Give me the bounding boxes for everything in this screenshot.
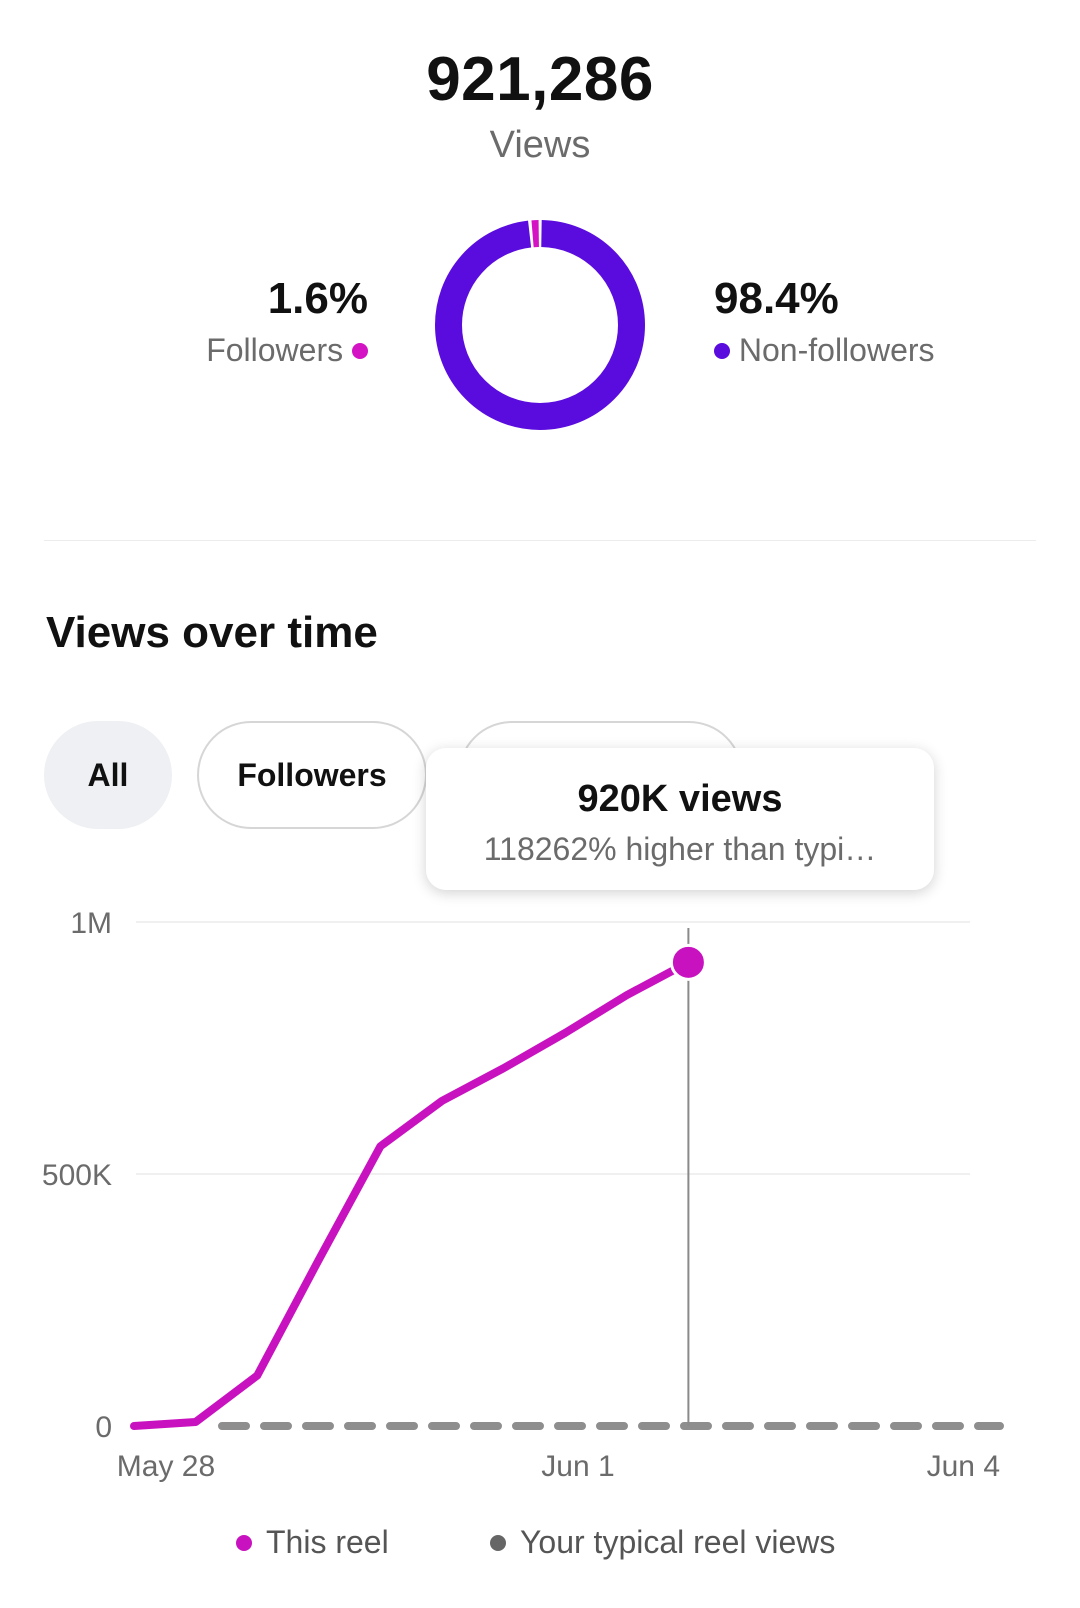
total-views-value: 921,286 (426, 45, 654, 114)
y-tick-label: 1M (70, 907, 112, 940)
chart-series (130, 928, 1004, 1430)
donut-nonfollowers-segment (435, 220, 645, 430)
section-divider (44, 540, 1036, 541)
tooltip-title: 920K views (577, 778, 783, 820)
x-tick-label: May 28 (117, 1450, 215, 1483)
tooltip-subtitle: 118262% higher than typi… (483, 831, 877, 867)
filter-all-chip[interactable]: All (44, 721, 172, 829)
legend-this-reel: This reel (236, 1524, 389, 1561)
audience-donut-chart (435, 220, 645, 430)
followers-percentage: 1.6% (267, 274, 368, 323)
legend-typical: Your typical reel views (490, 1524, 835, 1561)
filter-followers-chip[interactable]: Followers (197, 721, 427, 829)
x-tick-label: Jun 4 (927, 1450, 1000, 1483)
chart-grid (136, 921, 970, 1175)
nonfollowers-percentage: 98.4% (714, 274, 839, 323)
filter-followers-label: Followers (237, 756, 387, 793)
legend-this-reel-label: This reel (266, 1524, 389, 1560)
x-tick-label: Jun 1 (541, 1450, 614, 1483)
total-views-label: Views (489, 124, 591, 166)
followers-label-row: Followers (206, 328, 368, 372)
followers-color-dot (352, 342, 368, 359)
legend-typical-label: Your typical reel views (520, 1524, 836, 1560)
nonfollowers-label: Non-followers (738, 332, 935, 368)
views-over-time-title: Views over time (46, 608, 378, 657)
y-axis-ticks: 0 500K 1M (42, 907, 112, 1444)
nonfollowers-color-dot (714, 342, 730, 359)
chart-tooltip: 920K views 118262% higher than typi… (426, 748, 934, 890)
nonfollowers-label-row: Non-followers (714, 328, 935, 372)
x-axis-ticks: May 28 Jun 1 Jun 4 (117, 1450, 1000, 1483)
followers-stat: 1.6% Followers (206, 272, 368, 372)
highlight-point (669, 943, 707, 981)
legend-typical-dot (490, 1534, 506, 1551)
followers-label: Followers (206, 332, 344, 368)
nonfollowers-stat: 98.4% Non-followers (714, 272, 935, 372)
series-line-this-reel (130, 958, 693, 1430)
legend-this-reel-dot (236, 1534, 252, 1551)
filter-all-label: All (87, 756, 129, 793)
y-tick-label: 0 (95, 1411, 112, 1444)
y-tick-label: 500K (42, 1159, 112, 1192)
